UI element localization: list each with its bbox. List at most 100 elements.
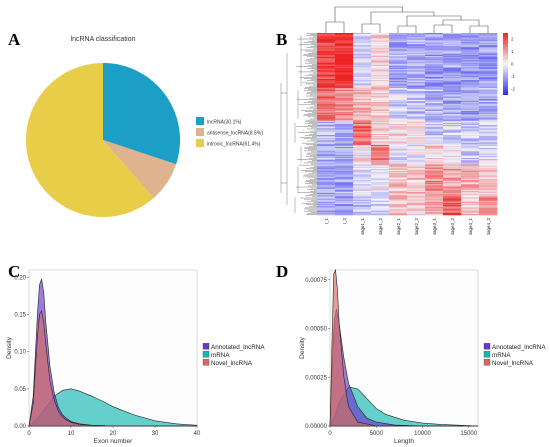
heatmap-cell [425, 151, 444, 153]
heatmap-cell [425, 63, 444, 66]
heatmap-cell [353, 140, 372, 142]
heatmap-cell [443, 138, 462, 140]
heatmap-cell [335, 202, 354, 205]
heatmap-cell [461, 91, 480, 93]
heatmap-cell [317, 213, 336, 216]
heatmap-cell [479, 156, 498, 159]
heatmap-cell [461, 36, 480, 38]
heatmap-cell [461, 181, 480, 183]
heatmap-cell [407, 80, 426, 82]
heatmap-cell [479, 184, 498, 186]
heatmap-cell [461, 124, 480, 126]
heatmap-cell [461, 175, 480, 177]
heatmap-cell [353, 118, 372, 120]
heatmap-cell [335, 184, 354, 186]
heatmap-cell [317, 107, 336, 109]
heatmap-cell [317, 167, 336, 170]
heatmap-cell [461, 56, 480, 58]
heatmap-cell [479, 111, 498, 114]
heatmap-cell [443, 114, 462, 116]
heatmap-cell [335, 64, 354, 67]
heatmap-cell [407, 201, 426, 204]
heatmap-cell [461, 143, 480, 146]
heatmap-cell [371, 119, 390, 122]
heatmap-cell [335, 181, 354, 183]
heatmap-cell [371, 48, 390, 50]
heatmap-cell [317, 93, 336, 95]
heatmap-cell [389, 137, 408, 139]
heatmap-cell [335, 159, 354, 161]
heatmap-cell [425, 156, 444, 159]
heatmap-cell [479, 202, 498, 205]
heatmap-cell [389, 171, 408, 173]
heatmap-cell [389, 201, 408, 204]
heatmap-cell [407, 198, 426, 200]
heatmap-cell [443, 56, 462, 58]
heatmap-cell [461, 134, 480, 137]
heatmap-cell [371, 132, 390, 135]
heatmap-cell [425, 47, 444, 49]
heatmap-cell [479, 196, 498, 198]
heatmap-cell [335, 211, 354, 214]
heatmap-cell [371, 152, 390, 154]
heatmap-cell [335, 95, 354, 97]
heatmap-cell [407, 36, 426, 38]
heatmap-cell [335, 179, 354, 182]
heatmap-cell [317, 49, 336, 51]
heatmap-cell [425, 103, 444, 105]
heatmap-cell [425, 196, 444, 198]
heatmap-cell [353, 61, 372, 63]
heatmap-cell [425, 184, 444, 186]
heatmap-cell [407, 125, 426, 127]
heatmap-cell [425, 60, 444, 62]
heatmap-cell [353, 173, 372, 175]
heatmap-cell [407, 154, 426, 157]
heatmap-cell [443, 161, 462, 163]
heatmap-cell [461, 194, 480, 196]
heatmap-cell [479, 52, 498, 55]
heatmap-cell [371, 155, 390, 158]
heatmap-cell [317, 66, 336, 69]
legend-label: Novel_lncRNA [492, 360, 534, 367]
heatmap-cell [479, 163, 498, 165]
heatmap-cell [389, 197, 408, 199]
heatmap-cell [371, 141, 390, 143]
heatmap-cell [425, 71, 444, 73]
heatmap-cell [371, 68, 390, 70]
heatmap-cell [371, 97, 390, 100]
pie-slice [103, 140, 177, 199]
heatmap-cell [407, 171, 426, 173]
heatmap-cell [479, 201, 498, 204]
heatmap-cell [353, 168, 372, 171]
x-tick-label: 0 [27, 431, 31, 437]
heatmap-cell [335, 142, 354, 145]
heatmap-cell [479, 150, 498, 152]
heatmap-cell [425, 115, 444, 117]
heatmap-cell [389, 198, 408, 200]
heatmap-cell [389, 77, 408, 80]
heatmap-cell [335, 177, 354, 180]
heatmap-cell [407, 209, 426, 211]
legend-swatch [196, 139, 204, 147]
heatmap-cell [425, 144, 444, 147]
heatmap-cell [371, 137, 390, 139]
heatmap-cell [317, 140, 336, 142]
heatmap-cell [317, 150, 336, 152]
heatmap-cell [353, 79, 372, 81]
heatmap-cell [371, 138, 390, 140]
heatmap-cell [407, 116, 426, 118]
heatmap-cell [335, 54, 354, 57]
heatmap-cell [317, 33, 336, 35]
heatmap-cell [389, 74, 408, 77]
heatmap-cell [407, 56, 426, 58]
heatmap-cell [389, 88, 408, 91]
heatmap-cell [461, 66, 480, 69]
heatmap-cell [443, 171, 462, 173]
heatmap-cell [371, 185, 390, 187]
heatmap-cell [317, 52, 336, 55]
heatmap-cell [425, 35, 444, 37]
x-tick-label: 30 [152, 431, 159, 437]
heatmap-cell [353, 39, 372, 41]
heatmap-cell [479, 53, 498, 56]
